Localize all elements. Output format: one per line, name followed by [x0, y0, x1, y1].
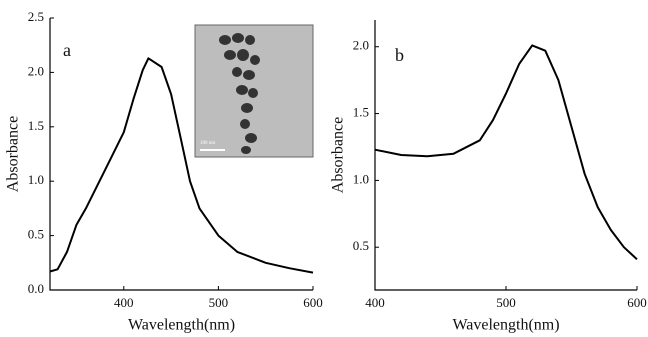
y-tick-label: 0.5 [353, 238, 369, 253]
y-tick-label: 1.0 [353, 171, 369, 186]
y-axis-label: Absorbance [330, 117, 347, 193]
y-tick-label: 0.0 [28, 281, 44, 296]
y-tick-label: 1.5 [28, 118, 44, 133]
y-tick-label: 1.0 [28, 172, 44, 187]
x-tick-label: 600 [627, 295, 647, 310]
x-tick-label: 500 [496, 295, 516, 310]
x-axis-label: Wavelength(nm) [128, 317, 235, 334]
x-axis-label: Wavelength(nm) [452, 317, 559, 334]
x-tick-label: 600 [303, 295, 323, 310]
x-tick-label: 500 [209, 295, 229, 310]
x-tick-label: 400 [365, 295, 385, 310]
y-tick-label: 2.0 [28, 63, 44, 78]
y-tick-label: 1.5 [353, 105, 369, 120]
y-axis-label: Absorbance [5, 116, 22, 192]
figure: 0.0 0.5 1.0 1.5 2.0 2.5 400 500 600 Wavelength(nm… [0, 0, 648, 337]
panel-label: a [63, 40, 71, 60]
tem-inset [195, 25, 313, 157]
y-tick-label: 0.5 [28, 227, 44, 242]
x-tick-label: 400 [114, 295, 134, 310]
y-tick-label: 2.5 [28, 9, 44, 24]
panel-label: b [395, 45, 404, 65]
scale-label: 100 nm [200, 141, 215, 146]
y-tick-label: 2.0 [353, 38, 369, 53]
data-line [375, 45, 637, 259]
